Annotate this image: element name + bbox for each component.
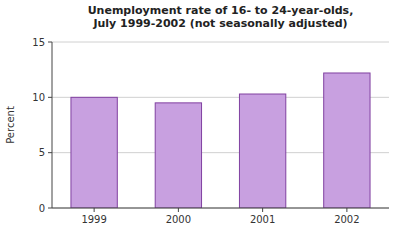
grid (52, 42, 389, 208)
bar (155, 103, 201, 208)
x-tick (94, 208, 95, 212)
bar (71, 97, 117, 208)
y-tick-label: 0 (39, 203, 45, 214)
x-axis (52, 208, 389, 209)
title-line: Unemployment rate of 16- to 24-year-olds… (88, 4, 354, 17)
grid-line (52, 42, 389, 43)
bar (324, 73, 370, 208)
grid-line (52, 208, 389, 209)
x-tick (346, 208, 347, 212)
chart-container: Unemployment rate of 16- to 24-year-olds… (0, 0, 401, 238)
y-axis-label: Percent (5, 106, 16, 144)
y-tick (48, 42, 52, 43)
bars (71, 73, 370, 208)
y-tick (48, 152, 52, 153)
y-tick-label: 5 (39, 147, 45, 158)
x-tick-label: 2002 (334, 214, 359, 225)
bar (239, 94, 285, 208)
y-tick (48, 208, 52, 209)
title-line: July 1999-2002 (not seasonally adjusted) (92, 17, 347, 30)
y-tick-label: 10 (32, 92, 45, 103)
y-tick (48, 97, 52, 98)
title: Unemployment rate of 16- to 24-year-olds… (88, 4, 354, 30)
x-tick (262, 208, 263, 212)
y-axis (52, 42, 53, 208)
x-tick-label: 2001 (250, 214, 275, 225)
y-tick-label: 15 (32, 37, 45, 48)
x-tick-label: 1999 (81, 214, 106, 225)
x-tick (178, 208, 179, 212)
x-tick-label: 2000 (166, 214, 191, 225)
chart-svg: Unemployment rate of 16- to 24-year-olds… (0, 0, 401, 238)
